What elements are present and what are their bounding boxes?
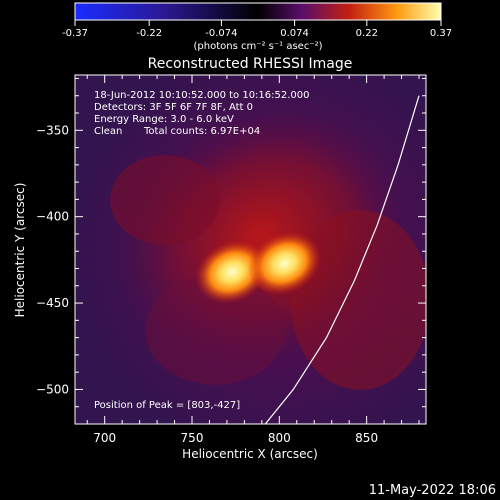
colorbar-unit-label: (photons cm⁻² s⁻¹ asec⁻²): [193, 41, 322, 52]
x-tick-label: 850: [355, 431, 378, 445]
y-axis-label: Heliocentric Y (arcsec): [13, 183, 27, 318]
footer-date: 11-May-2022 18:06: [369, 483, 496, 498]
colorbar-gradient: [74, 2, 442, 21]
clean-text: Clean: [94, 126, 122, 137]
energy-range-text: Energy Range: 3.0 - 6.0 keV: [94, 114, 234, 125]
total-counts-text: Total counts: 6.97E+04: [143, 126, 260, 137]
emission-lobe-lower: [145, 275, 285, 385]
x-tick-label: 700: [93, 431, 116, 445]
solar-limb-curve: [264, 95, 420, 424]
colorbar-ticks: -0.37 -0.22 -0.074 0.074 0.22 0.37: [62, 20, 452, 39]
image-info-block: 18-Jun-2012 10:10:52.000 to 10:16:52.000…: [94, 90, 310, 137]
emission-source: [247, 231, 322, 295]
y-tick-label: −400: [36, 210, 69, 224]
colorbar-tick-label: -0.22: [136, 28, 162, 39]
colorbar: -0.37 -0.22 -0.074 0.074 0.22 0.37 (photons c…: [62, 2, 452, 52]
x-tick-label: 750: [181, 431, 204, 445]
detectors-text: Detectors: 3F 5F 6F 7F 8F, Att 0: [94, 102, 253, 113]
x-tick-label: 800: [268, 431, 291, 445]
x-axis-label: Heliocentric X (arcsec): [182, 447, 318, 461]
colorbar-tick-label: -0.074: [205, 28, 237, 39]
emission-lobe-left: [110, 155, 220, 245]
y-tick-label: −450: [36, 296, 69, 310]
colorbar-tick-label: -0.37: [62, 28, 88, 39]
colorbar-tick-label: 0.074: [280, 28, 309, 39]
chart-title: Reconstructed RHESSI Image: [148, 56, 353, 72]
time-range-text: 18-Jun-2012 10:10:52.000 to 10:16:52.000: [94, 90, 310, 101]
peak-position-text: Position of Peak = [803,-427]: [94, 400, 240, 411]
emission-sources: [195, 231, 322, 304]
colorbar-tick-label: 0.22: [356, 28, 378, 39]
emission-source: [195, 240, 269, 304]
plot-frame: [74, 74, 427, 425]
emission-lobe-right: [290, 210, 426, 390]
y-tick-label: −500: [36, 382, 69, 396]
colorbar-tick-label: 0.37: [430, 28, 452, 39]
heatmap-image: [75, 75, 426, 424]
plot-axes: 700 750 800 850 −350 −400 −450 −500: [36, 75, 426, 445]
y-tick-label: −350: [36, 123, 69, 137]
